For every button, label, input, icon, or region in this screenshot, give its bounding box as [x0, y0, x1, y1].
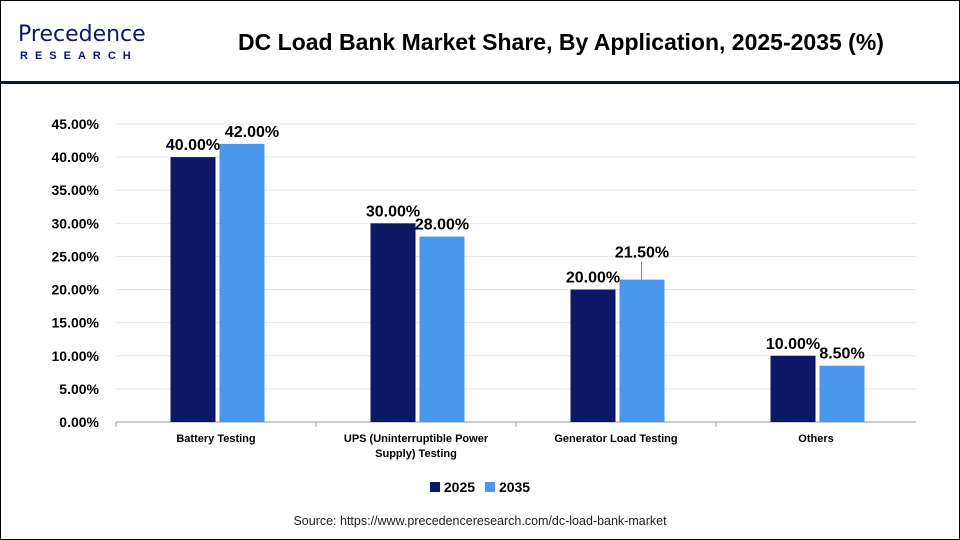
data-label: 21.50% [615, 245, 669, 262]
y-tick-label: 45.00% [52, 116, 100, 132]
bar-2035 [819, 365, 865, 422]
y-tick-label: 30.00% [52, 215, 100, 231]
legend-swatch [484, 482, 495, 492]
y-tick-label: 0.00% [59, 414, 99, 430]
data-label: 42.00% [225, 124, 279, 141]
x-tick-label: Battery Testing [176, 433, 255, 445]
chart-title: DC Load Bank Market Share, By Applicatio… [238, 29, 884, 55]
y-tick-label: 40.00% [52, 149, 100, 165]
bar-2025 [570, 289, 616, 422]
x-tick-label: UPS (Uninterruptible Power [344, 433, 489, 445]
y-tick-label: 10.00% [52, 348, 100, 364]
precedence-research-logo: Precedence RESEARCH [18, 22, 146, 61]
y-tick-label: 25.00% [52, 248, 100, 264]
bar-2025 [370, 223, 416, 422]
bar-2025 [770, 355, 816, 422]
data-label: 40.00% [166, 137, 220, 154]
header-divider [1, 81, 959, 84]
legend-swatch [429, 482, 440, 492]
y-tick-label: 35.00% [52, 182, 100, 198]
legend-item-2035: 2035 [484, 479, 530, 495]
svg-text:Precedence: Precedence [18, 22, 146, 47]
y-tick-label: 5.00% [59, 381, 99, 397]
bar-2025 [170, 157, 216, 422]
legend-item-2025: 2025 [429, 479, 475, 495]
legend: 2025 2035 [1, 479, 959, 495]
bar-2035 [219, 143, 265, 422]
svg-text:RESEARCH: RESEARCH [20, 50, 138, 61]
data-label: 8.50% [819, 346, 864, 363]
y-tick-label: 15.00% [52, 315, 100, 331]
y-tick-label: 20.00% [52, 282, 100, 298]
data-label: 10.00% [766, 336, 820, 353]
bar-2035 [619, 279, 665, 422]
bar-2035 [419, 236, 465, 422]
data-label: 20.00% [566, 270, 620, 287]
source-text: Source: https://www.precedenceresearch.c… [293, 514, 667, 528]
x-tick-label: Generator Load Testing [554, 433, 677, 445]
data-label: 30.00% [366, 203, 420, 220]
x-tick-label: Others [798, 433, 833, 445]
data-label: 28.00% [415, 217, 469, 234]
x-tick-label: Supply) Testing [375, 448, 457, 460]
